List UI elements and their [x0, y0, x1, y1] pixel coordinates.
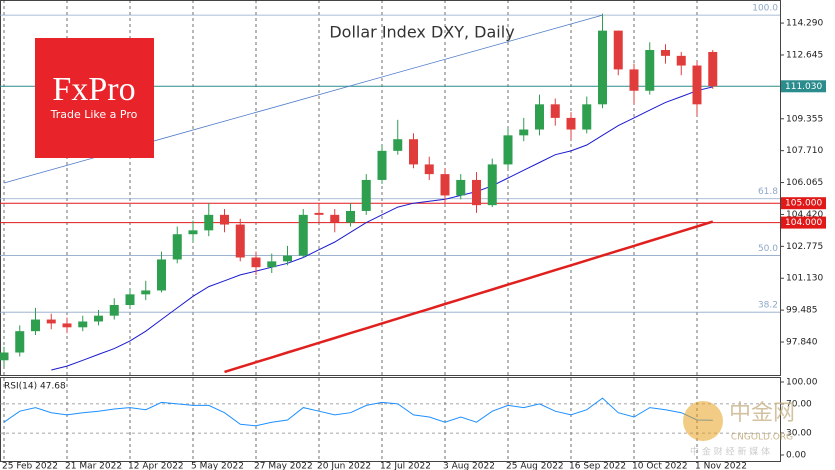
x-tick-label: 12 Jul 2022 — [380, 462, 431, 470]
candle-body — [188, 230, 198, 235]
level-label: 104.000 — [785, 218, 822, 228]
x-tick-label: 25 Feb 2022 — [2, 462, 58, 470]
candle-body — [456, 179, 466, 196]
rsi-tick-label: 100.00 — [786, 378, 818, 388]
candle-body — [645, 50, 655, 91]
candle-body — [314, 212, 324, 215]
candle-body — [141, 290, 151, 295]
moving-average — [51, 86, 713, 371]
rsi-line — [3, 397, 713, 427]
candle-body — [566, 117, 576, 130]
y-tick-label: 104.420 — [786, 210, 823, 220]
y-tick-label: 114.290 — [786, 19, 823, 29]
rsi-frame — [0, 377, 781, 462]
candle-body — [330, 214, 340, 223]
fib-label: 38.2 — [758, 301, 778, 311]
y-tick-label: 97.840 — [786, 338, 818, 348]
level-tag — [781, 80, 826, 93]
x-tick-label: 20 Jun 2022 — [317, 462, 371, 470]
x-tick-label: 1 Nov 2022 — [695, 462, 747, 470]
candle-body — [78, 321, 88, 328]
watermark-name: 中金网 — [729, 401, 795, 426]
candle-body — [535, 104, 544, 130]
x-tick-label: 3 Aug 2022 — [443, 462, 495, 470]
candle-body — [692, 65, 702, 105]
candle-body — [204, 214, 214, 231]
x-tick-label: 10 Oct 2022 — [632, 462, 688, 470]
x-tick-label: 27 May 2022 — [254, 462, 313, 470]
rsi-tick-label: 30.00 — [786, 429, 812, 439]
y-tick-label: 101.130 — [786, 274, 823, 284]
candle-body — [0, 352, 9, 361]
x-tick-label: 16 Sep 2022 — [569, 462, 626, 470]
candle-body — [298, 214, 308, 256]
candle-body — [62, 323, 72, 328]
candle-body — [220, 214, 229, 225]
candle-body — [346, 210, 355, 223]
candle-body — [46, 319, 56, 324]
rsi-tick-label: 70.00 — [786, 399, 812, 409]
candle-body — [708, 51, 718, 87]
fib-label: 100.0 — [752, 4, 778, 14]
candle-body — [519, 129, 529, 136]
y-tick-label: 106.065 — [786, 178, 823, 188]
level-label: 105.000 — [785, 199, 822, 209]
moving-average — [224, 220, 714, 374]
candle-body — [503, 135, 513, 165]
candle-body — [582, 104, 592, 130]
fib-label: 61.8 — [758, 187, 778, 197]
candle-body — [267, 261, 277, 268]
logo-box — [35, 38, 154, 158]
candle-body — [393, 139, 403, 151]
rsi-title: RSI(14) 47.68 — [4, 382, 66, 392]
rsi-tick-label: 0.00 — [786, 450, 806, 460]
candle-body — [125, 294, 135, 306]
level-tag — [781, 197, 826, 210]
candle-body — [424, 164, 434, 175]
candle-body — [487, 164, 497, 206]
y-tick-label: 112.645 — [786, 50, 823, 60]
candle-body — [109, 305, 119, 316]
candle-body — [613, 30, 623, 70]
candle-body — [172, 234, 182, 260]
candle-body — [676, 55, 686, 66]
candle-body — [31, 319, 40, 332]
candle-body — [94, 315, 103, 322]
y-tick-label: 102.775 — [786, 242, 823, 252]
watermark-url: CNGOLD.ORG — [731, 433, 793, 443]
candle-body — [661, 50, 670, 56]
candle-body — [251, 257, 261, 268]
logo-brand: FxPro — [52, 71, 135, 108]
candle-body — [157, 259, 166, 291]
candle-body — [629, 69, 639, 91]
x-tick-label: 21 Mar 2022 — [65, 462, 122, 470]
candle-body — [409, 139, 418, 165]
fib-label: 50.0 — [758, 244, 778, 254]
candle-body — [15, 331, 25, 353]
candle-body — [598, 30, 607, 105]
price-frame — [0, 0, 781, 376]
candle-body — [377, 150, 387, 180]
watermark-tagline: 中 金 财 经 新 媒 体 — [690, 446, 770, 458]
level-label: 111.030 — [785, 82, 822, 92]
candle-body — [550, 104, 560, 118]
candle-body — [283, 255, 292, 262]
x-tick-label: 5 May 2022 — [191, 462, 244, 470]
y-tick-label: 107.710 — [786, 146, 823, 156]
candle-body — [472, 179, 481, 206]
x-tick-label: 12 Apr 2022 — [128, 462, 184, 470]
y-tick-label: 99.485 — [786, 306, 818, 316]
candle-body — [361, 179, 371, 211]
logo-slogan: Trade Like a Pro — [50, 108, 138, 121]
candle-body — [440, 174, 450, 196]
watermark-icon — [683, 401, 723, 441]
chart-title: Dollar Index DXY, Daily — [329, 23, 514, 42]
candle-body — [235, 224, 245, 258]
y-tick-label: 109.355 — [786, 114, 823, 124]
level-tag — [781, 216, 826, 229]
x-tick-label: 25 Aug 2022 — [506, 462, 564, 470]
